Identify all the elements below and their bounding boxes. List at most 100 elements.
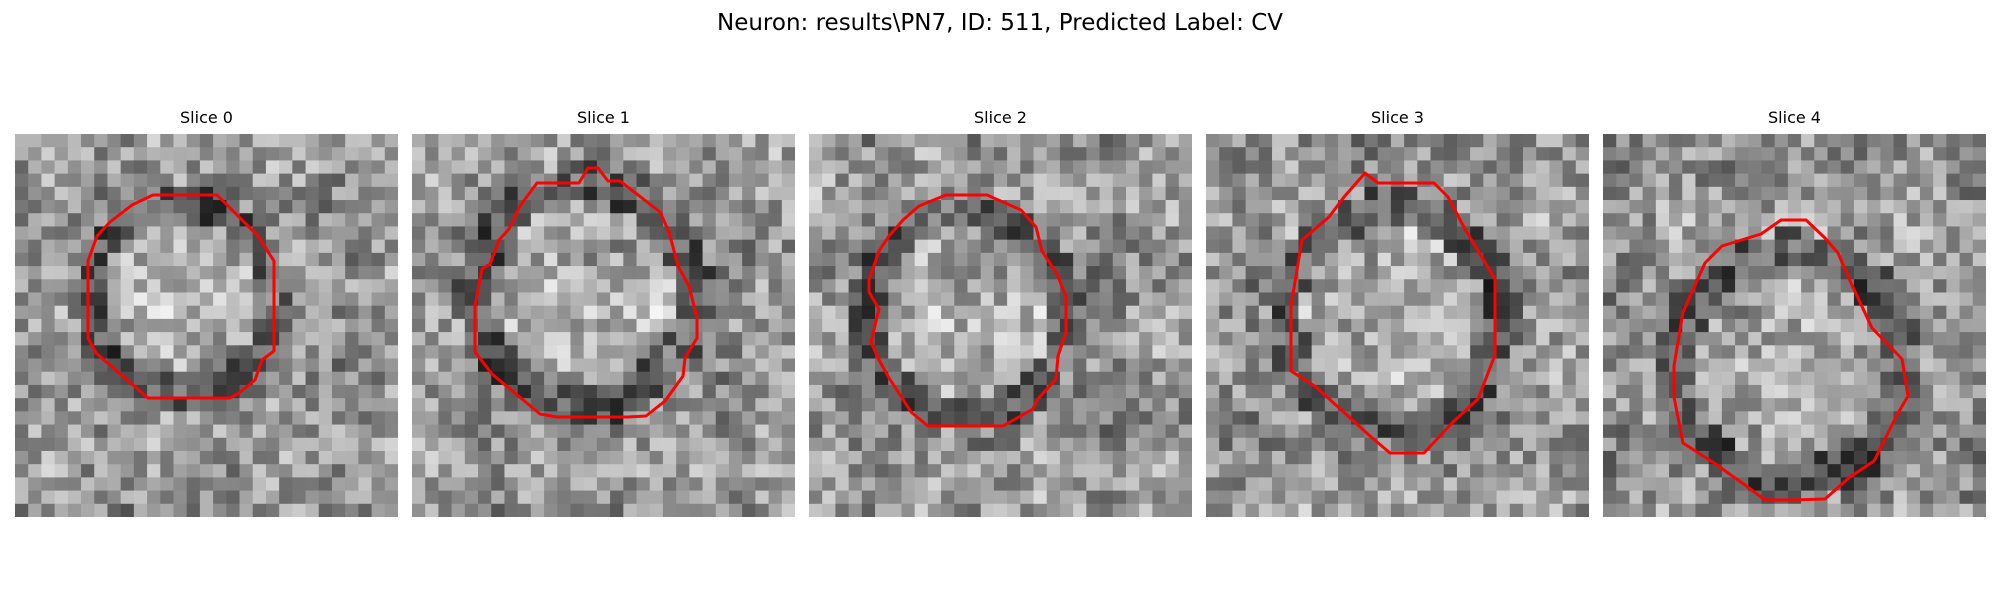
image-pixel bbox=[147, 318, 161, 333]
image-pixel bbox=[239, 279, 254, 294]
image-pixel bbox=[331, 147, 346, 162]
image-pixel bbox=[1178, 450, 1192, 465]
image-pixel bbox=[1311, 305, 1326, 320]
image-pixel bbox=[662, 503, 677, 517]
image-pixel bbox=[1880, 252, 1895, 267]
image-pixel bbox=[822, 279, 837, 294]
image-pixel bbox=[1470, 200, 1484, 214]
image-pixel bbox=[1867, 305, 1881, 320]
image-pixel bbox=[1351, 213, 1366, 228]
image-pixel bbox=[1748, 186, 1763, 201]
image-pixel bbox=[1695, 147, 1710, 162]
image-pixel bbox=[133, 411, 148, 426]
image-pixel bbox=[1549, 437, 1564, 452]
image-pixel bbox=[107, 358, 122, 373]
image-pixel bbox=[15, 134, 29, 148]
image-pixel bbox=[199, 200, 214, 214]
image-pixel bbox=[993, 345, 1008, 360]
image-pixel bbox=[504, 292, 519, 307]
image-pixel bbox=[1603, 450, 1617, 465]
image-pixel bbox=[914, 239, 929, 254]
image-pixel bbox=[1073, 186, 1087, 201]
image-pixel bbox=[1787, 305, 1802, 320]
image-pixel bbox=[1338, 477, 1352, 492]
image-pixel bbox=[927, 398, 942, 412]
image-pixel bbox=[967, 200, 982, 214]
image-pixel bbox=[570, 437, 585, 452]
image-pixel bbox=[331, 424, 346, 439]
image-pixel bbox=[1669, 437, 1683, 452]
image-pixel bbox=[1642, 384, 1657, 399]
image-pixel bbox=[1073, 384, 1087, 399]
image-pixel bbox=[54, 160, 69, 175]
image-pixel bbox=[54, 318, 69, 333]
slice-panel-1: Slice 1 bbox=[412, 108, 795, 517]
image-pixel bbox=[1338, 147, 1352, 162]
image-pixel bbox=[1959, 226, 1974, 241]
image-pixel bbox=[279, 345, 293, 360]
image-pixel bbox=[1774, 318, 1789, 333]
image-pixel bbox=[1245, 186, 1260, 201]
image-pixel bbox=[610, 134, 624, 148]
image-pixel bbox=[1258, 398, 1273, 412]
image-pixel bbox=[544, 398, 558, 412]
image-pixel bbox=[425, 490, 440, 505]
image-pixel bbox=[1206, 490, 1220, 505]
image-pixel bbox=[491, 160, 506, 175]
image-pixel bbox=[1020, 424, 1035, 439]
image-pixel bbox=[1814, 450, 1829, 465]
image-pixel bbox=[1867, 384, 1881, 399]
image-pixel bbox=[1258, 239, 1273, 254]
image-pixel bbox=[1285, 226, 1300, 241]
image-pixel bbox=[822, 213, 837, 228]
image-pixel bbox=[305, 503, 320, 517]
image-pixel bbox=[544, 186, 558, 201]
image-pixel bbox=[1272, 398, 1286, 412]
image-pixel bbox=[1364, 213, 1379, 228]
image-pixel bbox=[67, 332, 82, 346]
image-pixel bbox=[318, 398, 333, 412]
image-pixel bbox=[1496, 252, 1511, 267]
image-pixel bbox=[636, 239, 651, 254]
image-pixel bbox=[742, 318, 756, 333]
image-pixel bbox=[1112, 332, 1127, 346]
image-pixel bbox=[491, 279, 506, 294]
image-pixel bbox=[384, 318, 398, 333]
image-pixel bbox=[967, 160, 982, 175]
image-pixel bbox=[728, 424, 743, 439]
image-pixel bbox=[94, 279, 109, 294]
image-pixel bbox=[835, 318, 850, 333]
image-pixel bbox=[1761, 332, 1776, 346]
image-pixel bbox=[914, 503, 929, 517]
image-pixel bbox=[438, 424, 453, 439]
image-pixel bbox=[993, 239, 1008, 254]
image-pixel bbox=[927, 239, 942, 254]
image-pixel bbox=[768, 239, 783, 254]
image-pixel bbox=[1033, 371, 1048, 386]
image-pixel bbox=[1073, 200, 1087, 214]
image-pixel bbox=[371, 503, 386, 517]
image-pixel bbox=[28, 226, 43, 241]
image-pixel bbox=[1735, 345, 1749, 360]
image-pixel bbox=[809, 384, 823, 399]
image-pixel bbox=[1272, 186, 1286, 201]
image-pixel bbox=[954, 213, 969, 228]
image-pixel bbox=[914, 371, 929, 386]
image-pixel bbox=[451, 160, 466, 175]
image-pixel bbox=[1324, 173, 1339, 188]
image-pixel bbox=[504, 160, 519, 175]
image-pixel bbox=[901, 332, 916, 346]
image-pixel bbox=[517, 147, 532, 162]
image-pixel bbox=[544, 437, 558, 452]
image-pixel bbox=[478, 279, 492, 294]
image-pixel bbox=[623, 226, 638, 241]
image-pixel bbox=[199, 292, 214, 307]
image-pixel bbox=[1020, 384, 1035, 399]
image-pixel bbox=[331, 252, 346, 267]
image-pixel bbox=[15, 318, 29, 333]
image-pixel bbox=[583, 398, 598, 412]
image-pixel bbox=[1311, 186, 1326, 201]
image-pixel bbox=[1840, 292, 1855, 307]
image-pixel bbox=[1629, 411, 1644, 426]
image-pixel bbox=[1919, 292, 1934, 307]
